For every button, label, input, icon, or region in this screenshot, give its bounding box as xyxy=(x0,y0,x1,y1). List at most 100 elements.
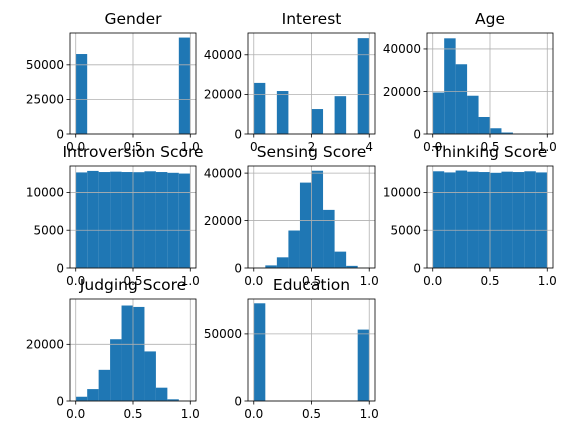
y-tick-label: 40000 xyxy=(383,42,421,56)
histogram-bar xyxy=(178,37,191,135)
x-tick-label: 1.0 xyxy=(360,274,379,288)
histogram-bar xyxy=(455,64,468,134)
histogram-bar xyxy=(323,209,335,268)
x-tick-label: 1.0 xyxy=(181,274,200,288)
subplot-thinking-score: 0.0 0.5 1.0 0 5000 10000 Thinking Score xyxy=(383,143,557,288)
histogram-bar xyxy=(167,399,179,401)
histogram-bar xyxy=(276,91,289,134)
histogram-bar xyxy=(87,389,99,401)
y-tick-label: 5000 xyxy=(33,224,64,238)
x-tick-label: 0.5 xyxy=(302,407,321,421)
subplot-title: Thinking Score xyxy=(432,143,548,161)
x-tick-label: 0.0 xyxy=(423,140,442,154)
subplot-title: Education xyxy=(273,276,350,294)
x-tick-label: 4 xyxy=(365,140,373,154)
histogram-bar xyxy=(432,171,445,268)
histogram-bar xyxy=(455,170,468,268)
histogram-bar xyxy=(478,172,490,268)
y-tick-label: 40000 xyxy=(204,48,242,62)
histogram-bar xyxy=(357,329,370,401)
histogram-bar xyxy=(490,128,502,134)
histogram-bar xyxy=(75,172,88,268)
histogram-bar xyxy=(144,171,156,268)
y-tick-label: 50000 xyxy=(26,58,64,72)
histogram-bar xyxy=(334,251,347,268)
x-tick-label: 0.0 xyxy=(423,274,442,288)
x-tick-label: 1.0 xyxy=(538,274,557,288)
x-tick-label: 0.0 xyxy=(66,274,85,288)
histogram-bar xyxy=(512,172,525,268)
subplot-education: 0.0 0.5 1.0 0 50000 Education xyxy=(204,276,379,421)
y-tick-label: 20000 xyxy=(204,214,242,228)
subplot-judging-score: 0.0 0.5 1.0 0 20000 Judging Score xyxy=(26,276,200,421)
subplot-interest: 0 2 4 0 20000 40000 Interest xyxy=(204,10,376,154)
y-tick-label: 0 xyxy=(234,261,242,275)
histogram-bar xyxy=(444,172,456,268)
subplot-gender: 0.0 0.5 1.0 0 25000 50000 Gender xyxy=(26,10,200,154)
subplot-title: Interest xyxy=(282,10,342,28)
x-tick-label: 0.5 xyxy=(123,140,142,154)
x-tick-label: 1.0 xyxy=(181,140,200,154)
subplot-title: Introversion Score xyxy=(62,143,203,161)
y-tick-label: 25000 xyxy=(26,93,64,107)
y-tick-label: 20000 xyxy=(383,85,421,99)
x-tick-label: 0 xyxy=(250,140,258,154)
y-tick-label: 10000 xyxy=(383,186,421,200)
x-tick-label: 0.0 xyxy=(66,140,85,154)
y-tick-label: 0 xyxy=(56,127,64,141)
x-tick-label: 0.5 xyxy=(480,140,499,154)
x-tick-label: 1.0 xyxy=(181,407,200,421)
subplot-sensing-score: 0.0 0.5 1.0 0 20000 40000 Sensing Score xyxy=(204,143,379,288)
histogram-bar xyxy=(133,172,145,268)
histogram-bar xyxy=(432,92,445,134)
y-tick-label: 20000 xyxy=(26,338,64,352)
histogram-bar xyxy=(535,172,548,268)
histogram-bar xyxy=(467,95,479,134)
histogram-bar xyxy=(144,351,156,401)
histogram-bar xyxy=(334,96,347,134)
y-tick-label: 5000 xyxy=(390,224,421,238)
y-tick-label: 0 xyxy=(413,127,421,141)
x-tick-label: 0.0 xyxy=(244,407,263,421)
histogram-bar xyxy=(110,339,122,401)
histogram-bar xyxy=(98,369,111,401)
y-tick-label: 20000 xyxy=(204,88,242,102)
histogram-bar xyxy=(253,82,266,134)
y-tick-label: 0 xyxy=(234,127,242,141)
histogram-bar xyxy=(311,109,324,134)
histogram-bar xyxy=(87,170,99,268)
histogram-bar xyxy=(276,257,289,268)
x-tick-label: 0.5 xyxy=(302,274,321,288)
x-tick-label: 0.5 xyxy=(123,407,142,421)
y-tick-label: 0 xyxy=(413,261,421,275)
subplot-title: Sensing Score xyxy=(257,143,367,161)
y-tick-label: 0 xyxy=(56,261,64,275)
histogram-bar xyxy=(299,182,312,268)
histogram-bar xyxy=(490,172,502,268)
histogram-bar xyxy=(501,171,513,268)
x-tick-label: 0.5 xyxy=(123,274,142,288)
y-tick-label: 10000 xyxy=(26,186,64,200)
x-tick-label: 0.5 xyxy=(480,274,499,288)
histogram-bar xyxy=(501,132,513,134)
histogram-bar xyxy=(524,171,536,268)
y-tick-label: 40000 xyxy=(204,166,242,180)
subplot-title: Age xyxy=(475,10,505,28)
histogram-bar xyxy=(178,173,191,268)
subplot-age: 0.0 0.5 1.0 0 20000 40000 Age xyxy=(383,10,557,154)
histogram-bar xyxy=(121,172,133,268)
histogram-bar xyxy=(265,265,277,268)
histogram-bar xyxy=(478,116,490,134)
histogram-bar xyxy=(75,396,88,401)
histogram-bar xyxy=(110,171,122,268)
x-tick-label: 0.0 xyxy=(244,274,263,288)
y-tick-label: 50000 xyxy=(204,327,242,341)
x-tick-label: 1.0 xyxy=(360,407,379,421)
histogram-bar xyxy=(133,306,145,401)
y-tick-label: 0 xyxy=(234,394,242,408)
histogram-bar xyxy=(98,172,111,268)
subplot-title: Judging Score xyxy=(79,276,186,294)
histogram-bar xyxy=(467,171,479,268)
subplot-title: Gender xyxy=(104,10,162,28)
